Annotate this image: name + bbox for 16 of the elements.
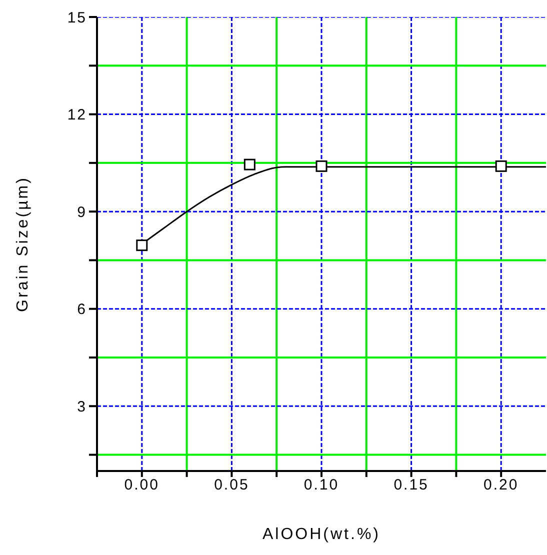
y-tick-label: 6 (77, 301, 87, 318)
x-tick-label: 0.10 (304, 476, 340, 494)
point (136, 240, 148, 252)
x-tick-label: 0.20 (484, 476, 519, 494)
x-axis-title: AlOOH(wt.%) (262, 526, 380, 543)
y-tick-label: 9 (77, 204, 87, 221)
y-axis-title: Grain Size(µm) (14, 176, 32, 312)
point (244, 158, 256, 170)
point (495, 160, 507, 172)
y-tick-label: 12 (67, 106, 87, 124)
x-tick-label: 0.00 (124, 476, 160, 494)
x-tick-label: 0.05 (214, 476, 250, 494)
y-tick-label: 15 (67, 9, 87, 26)
x-tick-label: 0.15 (394, 476, 429, 494)
point (316, 160, 328, 172)
y-tick-label: 3 (77, 398, 87, 416)
